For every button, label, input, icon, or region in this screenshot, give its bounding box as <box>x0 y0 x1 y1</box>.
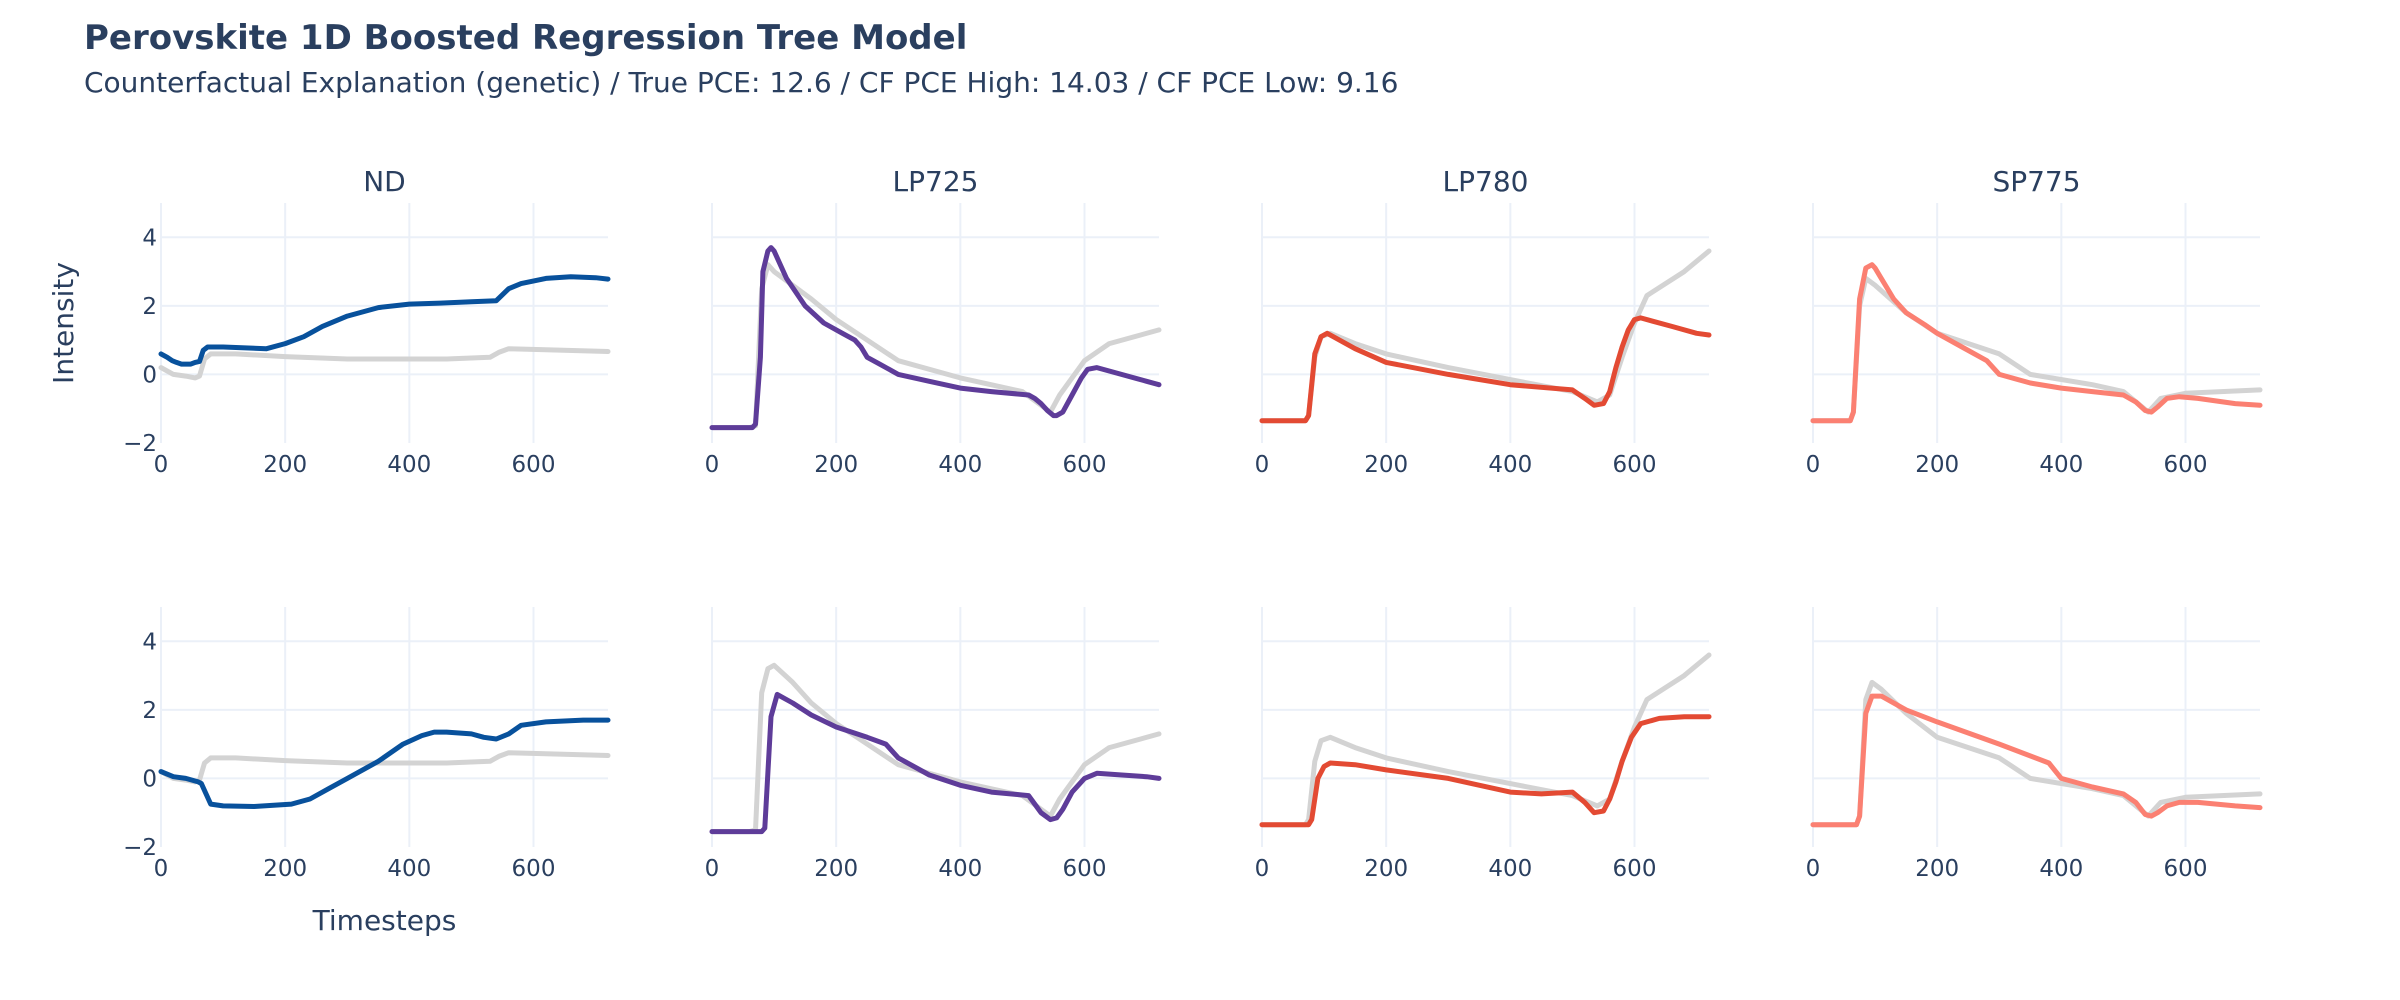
x-tick-label: 600 <box>1613 452 1657 478</box>
y-tick-label: −2 <box>123 835 157 861</box>
x-tick-label: 600 <box>2164 452 2208 478</box>
panel-title: LP780 <box>1443 165 1529 198</box>
x-tick-label: 600 <box>1063 452 1107 478</box>
x-tick-label: 600 <box>1063 856 1107 882</box>
x-tick-label: 600 <box>2164 856 2208 882</box>
panel-title: ND <box>363 165 406 198</box>
counterfactual-series-line <box>1259 315 1712 424</box>
counterfactual-series-line <box>1810 262 2263 424</box>
x-tick-label: 400 <box>938 452 982 478</box>
counterfactual-series-line <box>1259 714 1712 828</box>
panel-title: LP725 <box>893 165 979 198</box>
x-tick-label: 400 <box>387 856 431 882</box>
chart-subtitle: Counterfactual Explanation (genetic) / T… <box>84 66 1399 99</box>
x-tick-label: 200 <box>1364 452 1408 478</box>
reference-series-line <box>709 262 1162 431</box>
counterfactual-series-line <box>709 691 1162 835</box>
x-tick-label: 200 <box>1915 856 1959 882</box>
x-tick-label: 400 <box>1488 856 1532 882</box>
x-axis-title: Timesteps <box>312 904 457 937</box>
y-tick-label: 0 <box>142 362 157 388</box>
x-tick-label: 200 <box>814 452 858 478</box>
x-tick-label: 200 <box>814 856 858 882</box>
x-tick-label: 400 <box>2039 856 2083 882</box>
x-tick-label: 0 <box>1255 856 1270 882</box>
x-tick-label: 0 <box>705 856 720 882</box>
y-tick-label: 4 <box>142 629 157 655</box>
counterfactual-series-line <box>1810 693 2263 828</box>
panel-title: SP775 <box>1992 165 2080 198</box>
y-tick-label: 0 <box>142 766 157 792</box>
x-tick-label: 0 <box>1806 452 1821 478</box>
x-tick-label: 400 <box>938 856 982 882</box>
x-tick-label: 200 <box>1915 452 1959 478</box>
y-tick-label: 4 <box>142 225 157 251</box>
x-tick-label: 200 <box>263 856 307 882</box>
y-axis-title: Intensity <box>47 262 80 384</box>
counterfactual-series-line <box>158 274 611 367</box>
x-tick-label: 0 <box>154 856 169 882</box>
x-tick-label: 200 <box>263 452 307 478</box>
x-tick-label: 0 <box>705 452 720 478</box>
y-tick-label: −2 <box>123 431 157 457</box>
x-tick-label: 600 <box>512 452 556 478</box>
x-tick-label: 0 <box>1806 856 1821 882</box>
reference-series-line <box>1259 652 1712 828</box>
x-tick-label: 200 <box>1364 856 1408 882</box>
y-tick-label: 2 <box>142 698 157 724</box>
x-tick-label: 0 <box>154 452 169 478</box>
reference-series-line <box>158 346 611 381</box>
x-tick-label: 400 <box>2039 452 2083 478</box>
x-tick-label: 600 <box>1613 856 1657 882</box>
x-tick-label: 400 <box>387 452 431 478</box>
y-tick-label: 2 <box>142 294 157 320</box>
chart-title: Perovskite 1D Boosted Regression Tree Mo… <box>84 18 968 58</box>
counterfactual-series-line <box>709 245 1162 431</box>
x-tick-label: 0 <box>1255 452 1270 478</box>
counterfactual-series-line <box>158 717 611 809</box>
reference-series-line <box>709 662 1162 835</box>
x-tick-label: 600 <box>512 856 556 882</box>
x-tick-label: 400 <box>1488 452 1532 478</box>
